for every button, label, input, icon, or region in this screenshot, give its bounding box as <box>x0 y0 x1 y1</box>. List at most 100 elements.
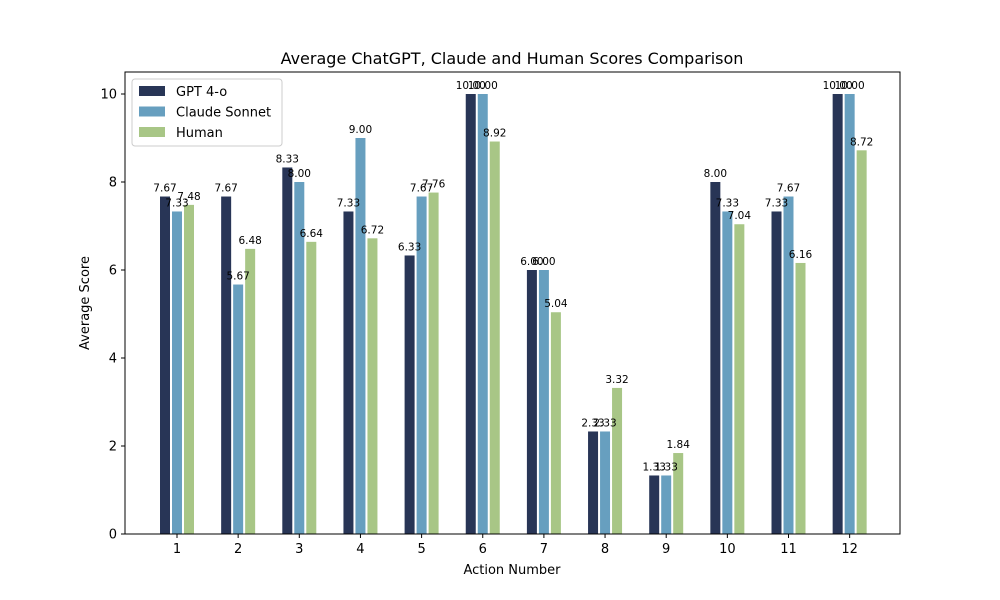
data-labels-layer: 7.67 7.67 8.33 7.33 6.33 10.00 6.00 2.33 1.33 8.0… <box>153 80 873 473</box>
data-label: 1.33 <box>643 461 666 473</box>
bar-series-3-cat-2 <box>245 248 256 534</box>
x-tick-label: 6 <box>479 542 487 557</box>
x-axis: 1 2 3 4 5 6 7 8 9 10 11 12 <box>173 534 858 557</box>
y-axis-label: Average Score <box>78 256 93 350</box>
data-label: 7.67 <box>410 183 433 195</box>
bar-series-2-cat-10 <box>722 211 733 535</box>
bar-series-3-cat-11 <box>795 262 806 534</box>
data-label: 7.33 <box>765 197 788 209</box>
data-label: 6.33 <box>398 241 421 253</box>
bar-series-3-cat-1 <box>184 204 194 534</box>
bar-series-1-cat-6 <box>465 94 476 534</box>
data-label: 7.67 <box>214 183 237 195</box>
data-label: 6.00 <box>532 256 555 268</box>
data-label: 1.33 <box>655 461 678 473</box>
x-tick-label: 11 <box>780 542 797 557</box>
bar-series-1-cat-5 <box>404 255 415 535</box>
bar-series-2-cat-3 <box>294 182 305 534</box>
x-tick-label: 1 <box>173 542 181 557</box>
legend-label: Claude Sonnet <box>176 106 271 121</box>
bar-series-2-cat-1 <box>172 211 182 535</box>
bar-series-3-cat-8 <box>612 387 623 534</box>
data-label: 5.04 <box>544 298 568 310</box>
x-tick-label: 10 <box>719 542 736 557</box>
bar-series-1-cat-1 <box>160 196 170 534</box>
y-tick-label: 0 <box>109 528 117 543</box>
bar-series-3-cat-7 <box>550 312 561 534</box>
data-label: 1.84 <box>667 439 691 451</box>
legend-label: GPT 4-o <box>176 85 227 100</box>
bar-series-1-cat-8 <box>588 431 599 534</box>
data-label: 3.32 <box>605 374 628 386</box>
bar-series-3-cat-10 <box>734 224 745 535</box>
data-label: 6.72 <box>361 224 384 236</box>
y-tick-label: 2 <box>109 440 117 455</box>
data-label: 5.67 <box>226 271 249 283</box>
data-label: 8.72 <box>850 136 873 148</box>
bar-series-1-cat-4 <box>343 211 354 535</box>
bar-series-3-cat-6 <box>489 141 500 534</box>
data-label: 7.48 <box>177 191 200 203</box>
bar-series-2-cat-9 <box>661 475 672 534</box>
x-tick-label: 8 <box>601 542 609 557</box>
data-label: 7.76 <box>422 179 446 191</box>
x-tick-label: 2 <box>234 542 242 557</box>
bar-series-3-cat-5 <box>428 192 439 534</box>
bar-series-2-cat-6 <box>477 94 488 534</box>
x-tick-label: 7 <box>540 542 548 557</box>
x-tick-label: 12 <box>841 542 858 557</box>
data-label: 7.33 <box>165 197 188 209</box>
data-label: 7.33 <box>337 197 360 209</box>
bar-series-2-cat-5 <box>416 196 427 534</box>
legend-swatch <box>139 86 165 96</box>
x-tick-label: 3 <box>295 542 303 557</box>
bar-series-3-cat-4 <box>367 238 378 534</box>
legend-swatch <box>139 127 165 137</box>
data-label: 7.33 <box>716 197 739 209</box>
legend: GPT 4-o Claude Sonnet Human <box>131 78 283 147</box>
x-tick-label: 4 <box>356 542 364 557</box>
bar-series-2-cat-4 <box>355 138 366 534</box>
data-label: 6.64 <box>300 228 324 240</box>
legend-box <box>131 78 283 147</box>
bar-series-1-cat-10 <box>710 182 721 534</box>
bar-series-1-cat-9 <box>649 475 660 534</box>
x-tick-label: 9 <box>662 542 670 557</box>
bar-series-2-cat-11 <box>783 196 794 534</box>
data-label: 8.00 <box>288 168 311 180</box>
data-label: 10.00 <box>468 80 498 92</box>
data-label: 8.92 <box>483 128 506 140</box>
y-tick-label: 8 <box>109 176 117 191</box>
data-label: 6.00 <box>520 256 543 268</box>
y-tick-label: 4 <box>109 352 117 367</box>
data-label: 8.33 <box>276 153 299 165</box>
y-tick-label: 6 <box>109 264 117 279</box>
legend-swatch <box>139 106 165 117</box>
x-axis-label: Action Number <box>463 563 561 578</box>
bars-layer <box>160 94 867 535</box>
data-label: 6.16 <box>789 249 813 261</box>
data-label: 6.48 <box>238 235 261 247</box>
data-label: 8.00 <box>704 168 727 180</box>
y-axis: 0 2 4 6 8 10 <box>100 88 125 543</box>
data-label: 7.04 <box>728 210 752 222</box>
legend-label: Human <box>176 126 223 141</box>
bar-series-3-cat-9 <box>673 453 684 534</box>
chart-title: Average ChatGPT, Claude and Human Scores… <box>281 49 744 68</box>
x-tick-label: 5 <box>417 542 425 557</box>
bar-series-1-cat-2 <box>221 196 232 534</box>
y-tick-label: 10 <box>100 88 117 103</box>
bar-series-3-cat-12 <box>856 150 867 534</box>
data-label: 10.00 <box>456 80 486 92</box>
data-label: 7.67 <box>777 183 800 195</box>
data-label: 10.00 <box>823 80 853 92</box>
data-label: 2.33 <box>593 417 616 429</box>
plot-area-frame <box>124 71 901 535</box>
bar-series-2-cat-7 <box>538 270 549 534</box>
data-label: 9.00 <box>349 124 372 136</box>
data-label: 2.33 <box>581 417 604 429</box>
bar-series-2-cat-12 <box>844 94 855 534</box>
bar-series-1-cat-11 <box>771 211 782 535</box>
